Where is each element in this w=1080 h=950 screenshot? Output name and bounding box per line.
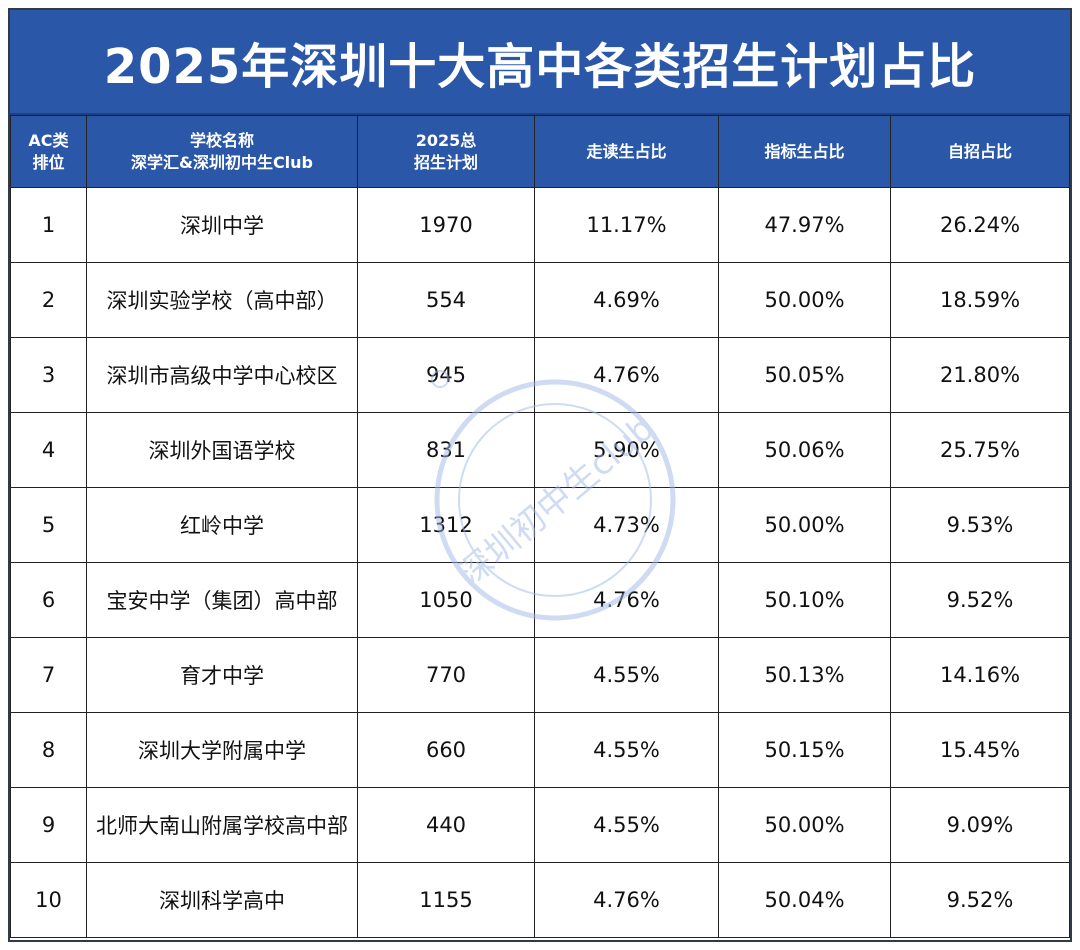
table-row: 4 深圳外国语学校 831 5.90% 50.06% 25.75%	[10, 412, 1070, 488]
cell-self: 25.75%	[890, 412, 1070, 488]
cell-commute: 4.76%	[534, 562, 719, 638]
header-school: 学校名称 深学汇&深圳初中生Club	[86, 115, 358, 188]
cell-rank: 9	[10, 787, 87, 863]
cell-self: 9.52%	[890, 862, 1070, 938]
table-row: 6 宝安中学（集团）高中部 1050 4.76% 50.10% 9.52%	[10, 562, 1070, 638]
cell-rank: 1	[10, 187, 87, 263]
cell-quota: 50.06%	[718, 412, 891, 488]
cell-school: 宝安中学（集团）高中部	[86, 562, 358, 638]
cell-rank: 2	[10, 262, 87, 338]
cell-self: 14.16%	[890, 637, 1070, 713]
cell-self: 9.52%	[890, 562, 1070, 638]
header-rank-line1: AC类	[28, 130, 69, 150]
cell-plan: 945	[357, 337, 535, 413]
header-plan-line1: 2025总	[415, 130, 477, 150]
enrollment-table: AC类 排位 学校名称 深学汇&深圳初中生Club 2025总 招生计划 走读生…	[10, 115, 1070, 938]
header-row: AC类 排位 学校名称 深学汇&深圳初中生Club 2025总 招生计划 走读生…	[10, 115, 1070, 188]
cell-commute: 4.55%	[534, 637, 719, 713]
table-row: 2 深圳实验学校（高中部） 554 4.69% 50.00% 18.59%	[10, 262, 1070, 338]
cell-self: 9.53%	[890, 487, 1070, 563]
cell-school: 深圳大学附属中学	[86, 712, 358, 788]
cell-plan: 1970	[357, 187, 535, 263]
header-school-line2: 深学汇&深圳初中生Club	[130, 152, 314, 172]
header-plan: 2025总 招生计划	[357, 115, 535, 188]
cell-quota: 50.00%	[718, 487, 891, 563]
cell-plan: 831	[357, 412, 535, 488]
header-rank: AC类 排位	[10, 115, 87, 188]
table-row: 9 北师大南山附属学校高中部 440 4.55% 50.00% 9.09%	[10, 787, 1070, 863]
cell-commute: 4.76%	[534, 862, 719, 938]
cell-rank: 7	[10, 637, 87, 713]
cell-plan: 440	[357, 787, 535, 863]
cell-quota: 47.97%	[718, 187, 891, 263]
header-rank-line2: 排位	[32, 152, 65, 172]
table-row: 3 深圳市高级中学中心校区 945 4.76% 50.05% 21.80%	[10, 337, 1070, 413]
cell-plan: 554	[357, 262, 535, 338]
cell-rank: 8	[10, 712, 87, 788]
cell-commute: 4.55%	[534, 787, 719, 863]
cell-plan: 1312	[357, 487, 535, 563]
header-quota: 指标生占比	[718, 115, 891, 188]
cell-school: 深圳外国语学校	[86, 412, 358, 488]
cell-self: 18.59%	[890, 262, 1070, 338]
cell-self: 15.45%	[890, 712, 1070, 788]
cell-self: 21.80%	[890, 337, 1070, 413]
cell-rank: 3	[10, 337, 87, 413]
cell-quota: 50.10%	[718, 562, 891, 638]
cell-plan: 770	[357, 637, 535, 713]
cell-commute: 4.73%	[534, 487, 719, 563]
cell-school: 北师大南山附属学校高中部	[86, 787, 358, 863]
table-row: 10 深圳科学高中 1155 4.76% 50.04% 9.52%	[10, 862, 1070, 938]
cell-rank: 10	[10, 862, 87, 938]
table-row: 8 深圳大学附属中学 660 4.55% 50.15% 15.45%	[10, 712, 1070, 788]
cell-school: 深圳科学高中	[86, 862, 358, 938]
cell-rank: 6	[10, 562, 87, 638]
cell-commute: 5.90%	[534, 412, 719, 488]
cell-quota: 50.04%	[718, 862, 891, 938]
cell-school: 育才中学	[86, 637, 358, 713]
header-self: 自招占比	[890, 115, 1070, 188]
cell-school: 深圳中学	[86, 187, 358, 263]
cell-commute: 11.17%	[534, 187, 719, 263]
header-school-line1: 学校名称	[189, 130, 254, 150]
cell-plan: 660	[357, 712, 535, 788]
cell-commute: 4.69%	[534, 262, 719, 338]
cell-commute: 4.76%	[534, 337, 719, 413]
cell-plan: 1050	[357, 562, 535, 638]
table-row: 1 深圳中学 1970 11.17% 47.97% 26.24%	[10, 187, 1070, 263]
cell-quota: 50.00%	[718, 262, 891, 338]
page-title: 2025年深圳十大高中各类招生计划占比	[10, 10, 1070, 115]
table-wrapper: AC类 排位 学校名称 深学汇&深圳初中生Club 2025总 招生计划 走读生…	[10, 115, 1070, 938]
cell-self: 9.09%	[890, 787, 1070, 863]
table-frame: 2025年深圳十大高中各类招生计划占比 AC类 排位 学校名称 深学汇&深圳初中…	[8, 8, 1072, 942]
cell-school: 红岭中学	[86, 487, 358, 563]
cell-self: 26.24%	[890, 187, 1070, 263]
cell-plan: 1155	[357, 862, 535, 938]
cell-quota: 50.05%	[718, 337, 891, 413]
header-commute: 走读生占比	[534, 115, 719, 188]
cell-quota: 50.13%	[718, 637, 891, 713]
cell-quota: 50.00%	[718, 787, 891, 863]
cell-quota: 50.15%	[718, 712, 891, 788]
table-row: 5 红岭中学 1312 4.73% 50.00% 9.53%	[10, 487, 1070, 563]
header-plan-line2: 招生计划	[413, 152, 478, 172]
table-row: 7 育才中学 770 4.55% 50.13% 14.16%	[10, 637, 1070, 713]
cell-school: 深圳实验学校（高中部）	[86, 262, 358, 338]
cell-commute: 4.55%	[534, 712, 719, 788]
cell-rank: 5	[10, 487, 87, 563]
cell-rank: 4	[10, 412, 87, 488]
cell-school: 深圳市高级中学中心校区	[86, 337, 358, 413]
